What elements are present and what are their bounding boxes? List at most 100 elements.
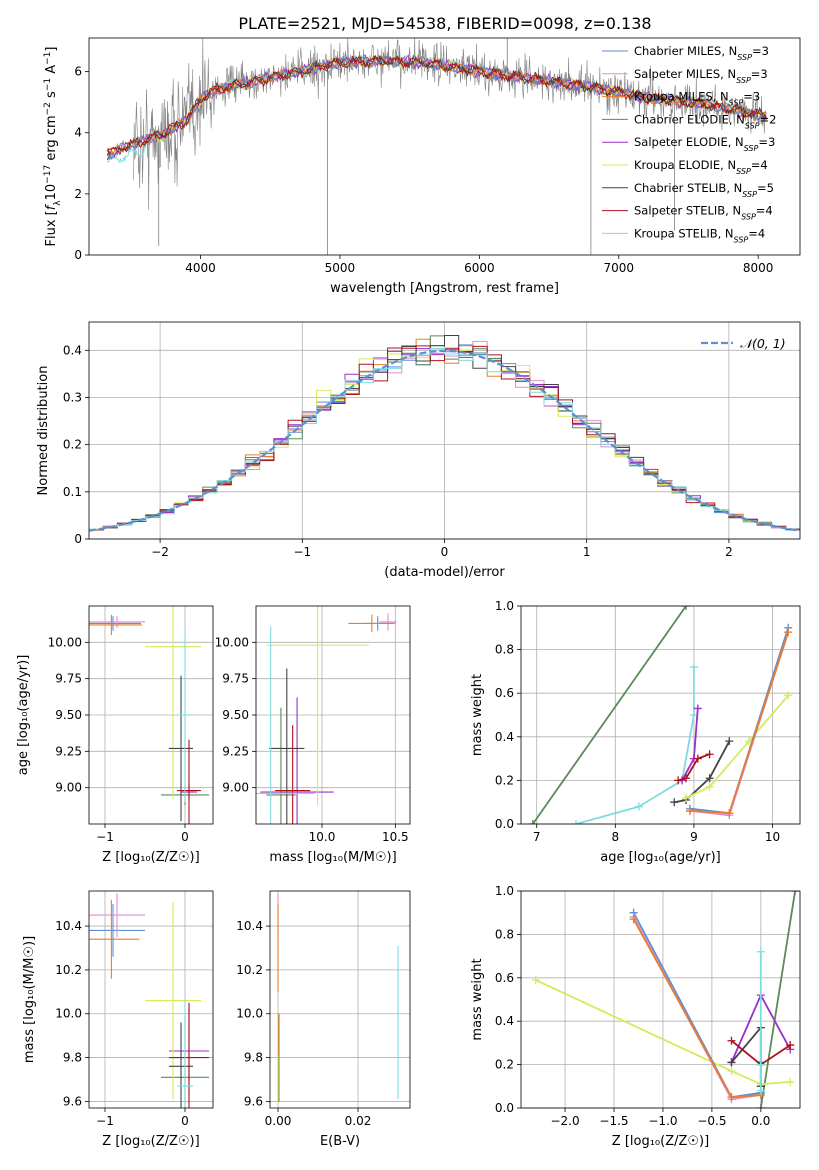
weight-marker-kroupa_elodie [705,782,714,791]
weight-marker-kroupa_stelib [756,1060,765,1069]
x-tick-label: 7 [533,830,541,844]
weight-marker-salpeter_stelib [674,776,683,785]
weight-marker-salpeter_stelib [786,1041,795,1050]
legend-sub: SSP [736,167,751,176]
x-tick-label: 0.02 [345,1114,372,1128]
y-tick-label: 0.4 [495,1014,514,1028]
y-tick-label: 6 [74,65,82,79]
y-tick-label: 10.4 [236,919,263,933]
histogram-salpeter_stelib [89,345,800,533]
x-tick-label: 8000 [743,261,774,275]
y-axis-label-part: −1 [43,52,53,65]
weight-marker-kroupa_stelib [634,802,643,811]
weight-marker-kroupa_miles [727,1093,736,1102]
y-axis-label: mass weight [470,674,485,756]
axes-frame [88,890,214,1109]
model-spectrum-chabrier_miles [106,53,767,161]
y-axis-label-part: s [44,91,59,102]
legend-sub: SSP [737,53,752,62]
legend-label: Salpeter ELODIE, NSSP=3 [634,135,775,153]
x-tick-label: −2.0 [550,1114,579,1128]
legend-value: =3 [752,44,769,58]
y-tick-label: 10.0 [236,1007,263,1021]
weight-line-kroupa_elodie [535,979,791,1086]
x-axis-label: Z [log₁₀(Z/Z☉)] [102,1134,199,1149]
y-tick-label: 9.00 [55,781,82,795]
y-axis-label-part: ] [44,47,59,52]
x-axis-label: Z [log₁₀(Z/Z☉)] [102,850,199,865]
legend-label: Chabrier ELODIE, NSSP=2 [634,112,776,129]
legend-value: =4 [756,204,773,218]
y-tick-label: 1.0 [495,599,514,613]
legend-label: Salpeter MILES, NSSP=3 [634,67,768,85]
x-tick-label: 10.5 [382,830,409,844]
y-tick-label: 0.0 [495,1101,514,1115]
legend-name: Chabrier STELIB, N [634,181,742,195]
mass-metallicity-panel: −1 0 9.6 9.8 10.0 10.2 10.4 Z [log₁₀(Z/Z☉)] mass… [22,890,214,1149]
legend-value: =5 [757,181,774,195]
x-tick-label: −1.0 [648,1114,677,1128]
y-tick-label: 10.00 [215,635,249,649]
weight-line-chabrier_stelib [674,740,731,804]
weight-line-salpeter_miles [689,631,790,817]
y-tick-label: 10.00 [48,635,82,649]
legend-sub: SSP [734,235,749,244]
y-tick-label: 0.8 [495,927,514,941]
y-axis-label-part: erg cm [44,115,59,164]
legend-value: =4 [748,226,765,240]
y-axis-label-part: f [44,203,59,210]
weight-marker-salpeter_stelib [705,750,714,759]
legend-label: Kroupa STELIB, NSSP=4 [634,226,765,244]
legend-value: =3 [758,135,775,149]
y-tick-label: 10.0 [55,1007,82,1021]
x-tick-label: 1 [583,545,591,559]
weight-marker-kroupa_stelib [756,947,765,956]
y-tick-label: 0 [74,248,82,262]
legend-label: 𝒩(0, 1) [740,336,786,351]
legend-value: =2 [760,112,777,126]
x-axis-label: E(B-V) [320,1134,360,1149]
age-metallicity-panel: −1 0 9.00 9.25 9.50 9.75 10.00 Z [log₁₀(Z/Z☉)] a… [16,605,214,865]
y-tick-label: 9.6 [244,1094,263,1108]
legend-name: Salpeter STELIB, N [634,204,741,218]
legend-sub: SSP [744,144,759,153]
weight-marker-chabrier_elodie [756,1104,765,1108]
y-tick-label: 0.4 [63,343,82,357]
y-axis-label: Normed distribution [36,366,51,496]
y-tick-label: 0.0 [495,817,514,831]
histogram-panel: 𝒩(0, 1) −2 −1 0 1 2 0 0.1 0.2 0.3 0.4 (data-model)/… [36,321,801,580]
legend-name: Chabrier MILES, N [634,44,737,58]
legend-sub: SSP [736,75,751,84]
x-tick-label: 9 [690,830,698,844]
x-axis-label: mass [log₁₀(M/M☉)] [269,850,396,865]
mass-weight-age-panel: 7 8 9 10 0.0 0.2 0.4 0.6 0.8 1.0 age [log₁₀(age/yr… [470,599,801,865]
y-axis-label-part: −1 [43,78,53,91]
y-tick-label: 10.2 [236,963,263,977]
y-axis-label-part: λ [53,200,63,206]
legend-sub: SSP [745,121,760,130]
y-tick-label: 9.8 [244,1051,263,1065]
mass-weight-metallicity-panel: −2.0 −1.5 −1.0 −0.5 0.0 0.0 0.2 0.4 0.6 0.8 1.0 Z [… [470,884,801,1149]
x-tick-label: 7000 [603,261,634,275]
x-tick-label: 0 [181,830,189,844]
x-tick-label: −1.5 [599,1114,628,1128]
weight-marker-kroupa_stelib [756,1086,765,1095]
y-tick-label: 9.6 [63,1094,82,1108]
x-tick-label: 2 [725,545,733,559]
x-tick-label: 10.0 [309,830,336,844]
weight-marker-kroupa_miles [725,809,734,818]
y-tick-label: 0.6 [495,686,514,700]
y-tick-label: 9.50 [55,708,82,722]
y-tick-label: 2 [74,187,82,201]
model-spectrum-salpeter_elodie [106,54,767,159]
weight-line-kroupa_miles [632,918,761,1099]
legend-name: Chabrier ELODIE, N [634,112,745,126]
legend-name: Kroupa MILES, N [634,90,729,104]
weight-marker-kroupa_elodie [786,1077,795,1086]
spectrum-lines [106,38,767,255]
y-tick-label: 10.2 [55,963,82,977]
observed-spectrum [133,38,766,210]
y-axis-label: Flux [fλ10−17 erg cm−2 s−1 A−1] [43,47,63,247]
axes-frame [88,37,801,256]
